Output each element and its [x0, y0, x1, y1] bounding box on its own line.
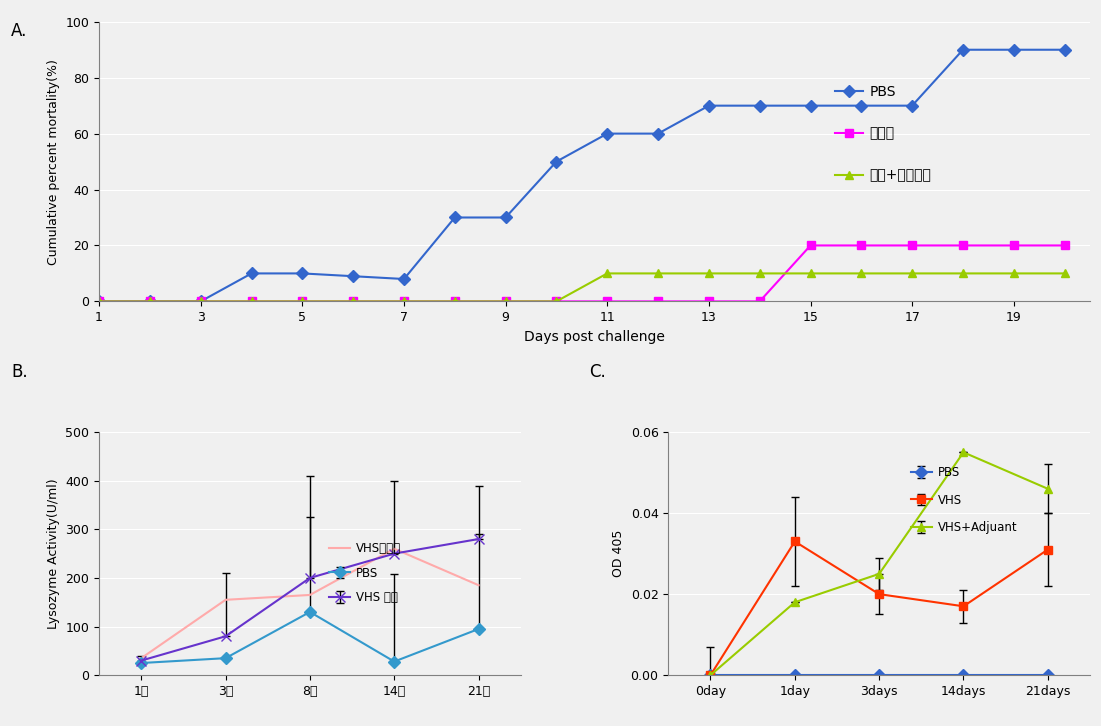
주사+아주반트 — [804, 269, 817, 278]
주사+아주반트 — [652, 269, 665, 278]
PBS — [194, 297, 207, 306]
Legend: PBS, 주사구, 주사+아주반트: PBS, 주사구, 주사+아주반트 — [829, 79, 937, 188]
PBS — [854, 102, 868, 110]
주사구 — [244, 297, 258, 306]
주사+아주반트 — [244, 297, 258, 306]
PBS — [702, 102, 716, 110]
Y-axis label: Lysozyme Activity(U/ml): Lysozyme Activity(U/ml) — [47, 478, 59, 629]
Legend: VHS아주번, PBS, VHS 백신: VHS아주번, PBS, VHS 백신 — [325, 537, 406, 609]
주사+아주반트 — [194, 297, 207, 306]
주사구 — [1058, 241, 1071, 250]
주사+아주반트 — [957, 269, 970, 278]
주사+아주반트 — [854, 269, 868, 278]
VHS아주번 — [134, 654, 148, 663]
주사구 — [143, 297, 156, 306]
Legend: PBS, VHS, VHS+Adjuant: PBS, VHS, VHS+Adjuant — [906, 462, 1023, 539]
Line: 주사구: 주사구 — [95, 241, 1069, 306]
Line: 주사+아주반트: 주사+아주반트 — [95, 269, 1069, 306]
Text: B.: B. — [11, 363, 28, 381]
X-axis label: Days post challenge: Days post challenge — [524, 330, 665, 343]
Line: VHS아주번: VHS아주번 — [141, 549, 479, 658]
PBS — [601, 129, 614, 138]
주사구 — [92, 297, 106, 306]
주사구 — [194, 297, 207, 306]
주사구 — [601, 297, 614, 306]
PBS — [753, 102, 766, 110]
주사+아주반트 — [296, 297, 309, 306]
PBS — [397, 274, 411, 283]
Text: A.: A. — [11, 22, 28, 40]
주사구 — [499, 297, 512, 306]
주사+아주반트 — [753, 269, 766, 278]
PBS — [549, 158, 563, 166]
주사구 — [448, 297, 461, 306]
PBS — [957, 46, 970, 54]
VHS아주번 — [388, 544, 401, 553]
PBS — [1007, 46, 1021, 54]
주사구 — [397, 297, 411, 306]
PBS — [143, 297, 156, 306]
PBS — [296, 269, 309, 278]
주사구 — [905, 241, 918, 250]
주사+아주반트 — [448, 297, 461, 306]
주사구 — [854, 241, 868, 250]
주사+아주반트 — [1007, 269, 1021, 278]
주사구 — [549, 297, 563, 306]
주사구 — [957, 241, 970, 250]
Text: C.: C. — [589, 363, 606, 381]
주사구 — [804, 241, 817, 250]
Y-axis label: Cumulative percent mortality(%): Cumulative percent mortality(%) — [47, 59, 59, 264]
PBS — [905, 102, 918, 110]
VHS아주번 — [303, 590, 316, 599]
PBS — [347, 272, 360, 280]
PBS — [448, 213, 461, 222]
Y-axis label: OD 405: OD 405 — [612, 530, 625, 577]
주사구 — [347, 297, 360, 306]
PBS — [1058, 46, 1071, 54]
VHS아주번 — [472, 581, 486, 590]
Line: PBS: PBS — [95, 46, 1069, 306]
PBS — [652, 129, 665, 138]
PBS — [244, 269, 258, 278]
주사+아주반트 — [1058, 269, 1071, 278]
주사+아주반트 — [397, 297, 411, 306]
주사구 — [702, 297, 716, 306]
주사+아주반트 — [347, 297, 360, 306]
VHS아주번 — [219, 595, 232, 604]
주사구 — [652, 297, 665, 306]
PBS — [499, 213, 512, 222]
주사구 — [1007, 241, 1021, 250]
주사+아주반트 — [549, 297, 563, 306]
PBS — [92, 297, 106, 306]
주사+아주반트 — [499, 297, 512, 306]
주사+아주반트 — [702, 269, 716, 278]
주사구 — [296, 297, 309, 306]
주사+아주반트 — [143, 297, 156, 306]
주사+아주반트 — [601, 269, 614, 278]
주사+아주반트 — [905, 269, 918, 278]
주사구 — [753, 297, 766, 306]
주사+아주반트 — [92, 297, 106, 306]
PBS — [804, 102, 817, 110]
